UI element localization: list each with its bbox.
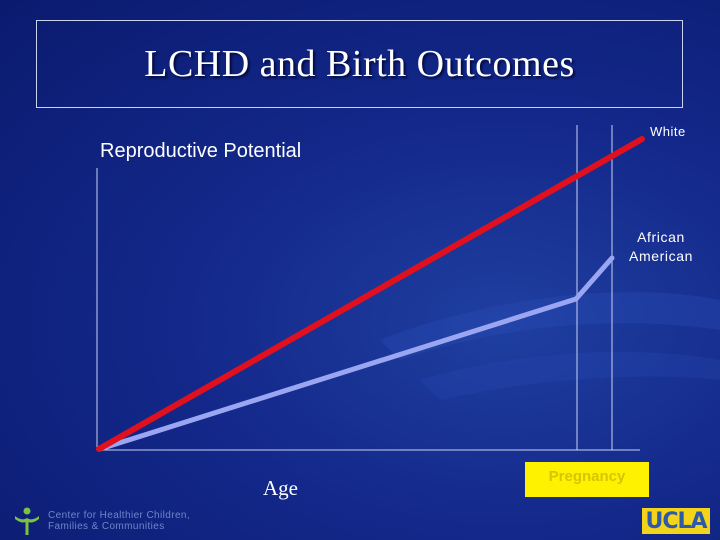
african-american-series-label: African American	[616, 228, 706, 266]
white-line	[96, 136, 645, 452]
title-box: LCHD and Birth Outcomes	[36, 20, 683, 108]
slide-title: LCHD and Birth Outcomes	[144, 43, 575, 85]
african-american-label-line2: American	[629, 248, 693, 264]
organization-footer: Center for Healthier Children, Families …	[12, 506, 190, 536]
organization-name-line1: Center for Healthier Children,	[48, 510, 191, 521]
y-axis-label: Reproductive Potential	[100, 140, 302, 162]
pregnancy-label: Pregnancy	[548, 468, 626, 485]
family-icon	[15, 507, 39, 535]
x-axis-label: Age	[263, 476, 298, 500]
organization-name-line2: Families & Communities	[48, 521, 165, 532]
ucla-logo: UCLA	[642, 508, 710, 534]
organization-name: Center for Healthier Children, Families …	[48, 510, 190, 532]
white-series-label: White	[650, 124, 686, 139]
ucla-logo-text: UCLA	[645, 508, 707, 534]
pregnancy-label-box: Pregnancy	[525, 462, 649, 497]
african-american-label-line1: African	[637, 229, 685, 245]
african-american-line	[97, 255, 615, 452]
